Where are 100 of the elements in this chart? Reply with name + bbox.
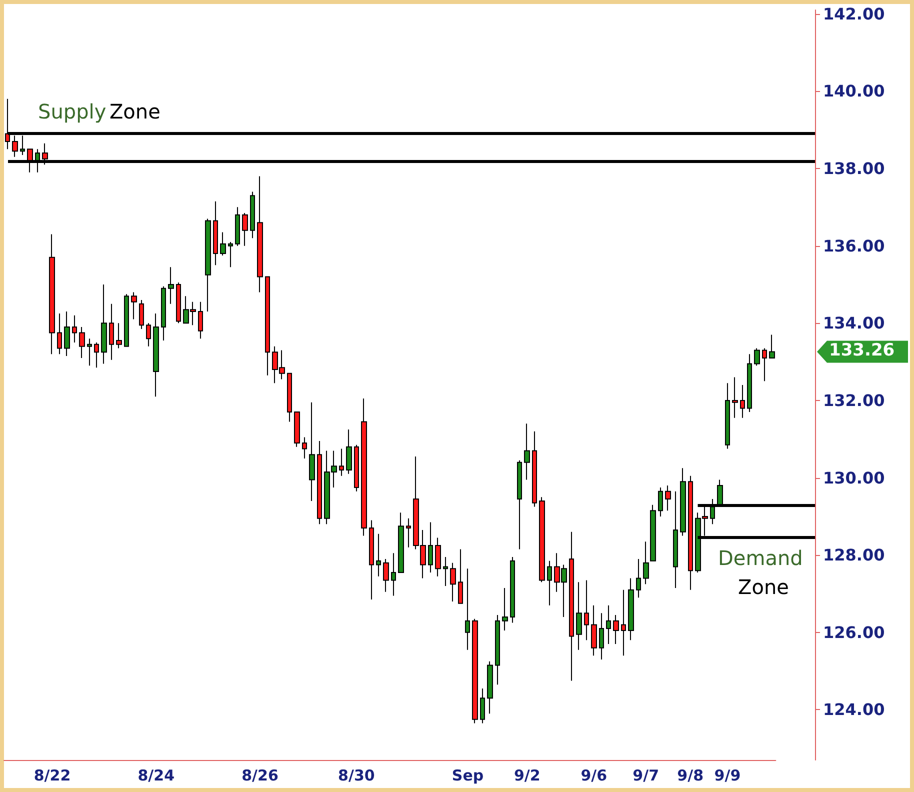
candlestick (124, 294, 129, 347)
candlestick (740, 384, 745, 418)
candlestick (213, 200, 218, 266)
y-tick-label: 142.00 (823, 4, 885, 24)
candlestick (621, 589, 626, 656)
y-tick-label: 132.00 (823, 390, 885, 410)
candlestick (510, 556, 515, 624)
y-tick-label: 140.00 (823, 82, 885, 101)
x-tick-label: 9/2 (514, 766, 540, 784)
x-tick-label: Sep (452, 766, 484, 784)
candlestick (168, 266, 174, 304)
x-tick-label: 9/7 (632, 766, 660, 784)
candlestick (339, 448, 344, 476)
candlestick (391, 552, 396, 596)
candlestick (450, 562, 456, 602)
candlestick (502, 587, 508, 631)
candlestick (428, 522, 433, 573)
candlestick (294, 412, 300, 448)
x-tick-label: 8/26 (242, 766, 278, 784)
candlestick (309, 402, 315, 502)
candlestick (139, 299, 144, 330)
candlestick (116, 322, 122, 349)
candlestick (354, 444, 359, 492)
candlestick (458, 548, 463, 604)
candlestick (109, 303, 114, 360)
candlestick (584, 580, 589, 641)
candlestick (569, 531, 574, 682)
candlestick (398, 512, 404, 573)
y-tick-label: 138.00 (823, 159, 885, 178)
candlestick (688, 475, 693, 590)
candlestick (591, 604, 597, 656)
candlestick (732, 376, 738, 418)
candlestick (435, 537, 441, 577)
candlestick (49, 234, 55, 355)
candlestick (87, 338, 92, 366)
candlestick (576, 582, 582, 650)
ref-line-label: Supply Zone (38, 100, 160, 124)
candlestick (472, 618, 478, 724)
candlestick (220, 232, 226, 256)
candlestick (101, 284, 107, 364)
candlestick (317, 440, 322, 525)
candlestick (228, 241, 233, 268)
candlestick (725, 382, 730, 450)
candlestick (628, 578, 634, 641)
candlestick (599, 612, 604, 660)
y-tick-label: 126.00 (823, 622, 885, 642)
candlestick (361, 398, 367, 536)
candlestick (265, 276, 270, 376)
candlestick (235, 206, 240, 246)
candlestick (176, 282, 181, 324)
candlestick (643, 541, 649, 585)
candlestick (762, 348, 767, 382)
candlestick (606, 604, 611, 645)
candlestick (369, 520, 374, 600)
candlestick (302, 436, 307, 459)
candlestick (161, 286, 166, 342)
candlestick (539, 496, 545, 583)
candlestick (376, 533, 381, 577)
candlestick (650, 504, 656, 562)
candlestick (673, 490, 678, 588)
candlestick (443, 556, 448, 587)
text: 133.26 (829, 340, 895, 360)
y-tick-label: 128.00 (823, 546, 885, 565)
x-tick-label: 9/9 (714, 766, 741, 784)
candlestick (547, 560, 552, 606)
candlestick (94, 342, 99, 368)
ref-line-label: Demand Zone (718, 546, 803, 600)
candlestick (769, 334, 775, 358)
candlestick (72, 314, 77, 343)
candlestick (665, 485, 671, 512)
candlestick (79, 326, 85, 358)
candlestick (131, 292, 137, 320)
candlestick (532, 430, 537, 508)
candlestick (257, 176, 263, 293)
candlestick (680, 468, 686, 536)
candlestick (57, 312, 62, 355)
candlestick (495, 614, 500, 686)
candlestick (754, 348, 760, 366)
candlestick (64, 311, 70, 357)
candlestick (383, 558, 389, 592)
candlestick (658, 486, 663, 517)
candlestick (146, 322, 151, 347)
candlestick (487, 660, 493, 714)
candlestick (346, 428, 352, 474)
y-tick-label: 134.00 (823, 314, 885, 333)
y-tick-label: 136.00 (823, 236, 885, 256)
candlestick (287, 372, 292, 422)
candlestick (747, 354, 752, 413)
candlestick (636, 558, 641, 598)
candlestick (198, 301, 203, 340)
x-tick-label: 8/22 (34, 766, 71, 784)
candlestick (205, 218, 211, 312)
x-tick-label: 9/6 (580, 766, 608, 784)
candlestick (465, 568, 470, 650)
y-tick-label: 130.00 (823, 468, 885, 488)
candlestick (242, 212, 248, 246)
candlestick (250, 191, 255, 239)
candlestick (613, 614, 619, 645)
x-tick-label: 8/24 (138, 766, 175, 784)
y-tick-label: 124.00 (823, 700, 885, 720)
